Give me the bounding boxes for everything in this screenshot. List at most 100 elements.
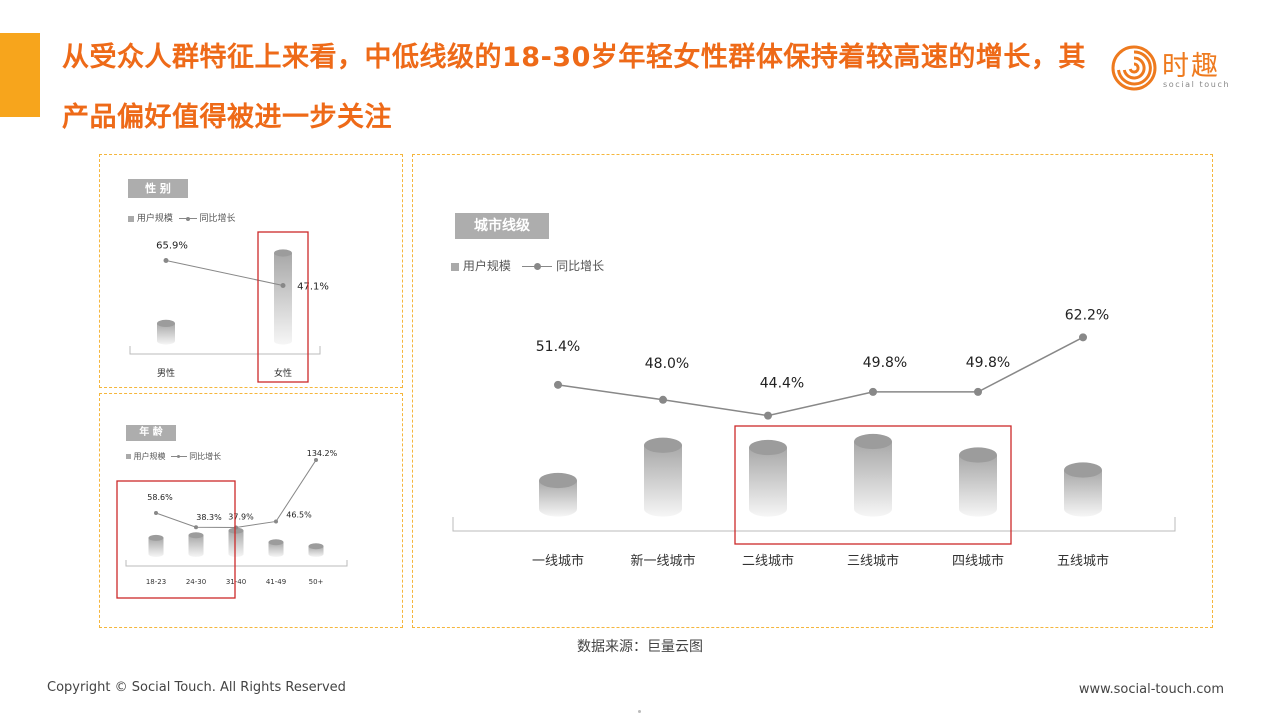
bar-cap-二线城市 xyxy=(749,439,787,456)
legend-line-label: 同比增长 xyxy=(189,452,222,461)
category-label: 五线城市 xyxy=(1057,553,1109,569)
bar-cap-31-40 xyxy=(228,527,244,534)
bar-三线城市 xyxy=(854,441,892,517)
growth-line xyxy=(557,336,1084,417)
legend-line-swatch xyxy=(170,455,187,458)
x-axis xyxy=(125,560,348,567)
bar-男性 xyxy=(157,323,175,345)
growth-point xyxy=(314,458,318,463)
growth-line xyxy=(165,259,284,287)
legend-bar-swatch xyxy=(126,454,131,459)
gender-legend: 用户规模 同比增长 xyxy=(128,211,236,224)
gender-chart: 男性 女性 65.9% 47.1% xyxy=(129,231,329,383)
website-link[interactable]: www.social-touch.com xyxy=(1078,682,1224,697)
bar-cap-24-30 xyxy=(188,532,204,539)
age-badge: 年 龄 xyxy=(126,425,176,441)
bar-一线城市 xyxy=(539,480,577,517)
bar-cap-50+ xyxy=(308,543,324,550)
growth-value-label: 49.8% xyxy=(863,355,907,371)
city-legend: 用户规模 同比增长 xyxy=(451,257,604,274)
category-label: 41-49 xyxy=(266,578,286,586)
category-label: 一线城市 xyxy=(532,553,584,569)
bar-cap-一线城市 xyxy=(539,472,577,489)
growth-point xyxy=(154,510,158,515)
growth-point xyxy=(764,411,772,420)
growth-point xyxy=(194,525,198,530)
growth-point xyxy=(1079,333,1087,342)
bar-cap-新一线城市 xyxy=(644,437,682,453)
growth-point xyxy=(659,395,667,404)
city-panel: 城市线级 用户规模 同比增长 一线城市 新一线城市 二线城市 三线城市 四线城市 五线城市… xyxy=(412,154,1213,628)
bar-五线城市 xyxy=(1064,470,1102,517)
bar-新一线城市 xyxy=(644,445,682,517)
growth-point xyxy=(280,283,286,289)
city-badge: 城市线级 xyxy=(455,213,549,239)
page-dot xyxy=(638,710,641,713)
logo-spiral-icon xyxy=(1111,45,1157,91)
growth-value-label: 47.1% xyxy=(297,282,329,293)
gender-badge: 性 别 xyxy=(128,179,188,198)
growth-point xyxy=(163,257,169,263)
category-label: 二线城市 xyxy=(742,553,794,569)
legend-line-swatch xyxy=(522,263,553,270)
legend-bar-label: 用户规模 xyxy=(133,452,166,461)
growth-point xyxy=(554,380,562,389)
category-label: 三线城市 xyxy=(847,553,899,569)
bar-24-30 xyxy=(188,535,204,557)
accent-bar xyxy=(0,33,40,117)
legend-bar-swatch xyxy=(128,215,134,222)
highlight-box xyxy=(116,480,236,599)
growth-value-label: 44.4% xyxy=(760,376,804,392)
bar-四线城市 xyxy=(959,455,997,517)
growth-point xyxy=(869,387,877,396)
brand-logo: 时趣 social touch xyxy=(1110,44,1240,94)
growth-value-label: 46.5% xyxy=(286,510,312,519)
bar-二线城市 xyxy=(749,447,787,517)
category-label: 男性 xyxy=(157,367,175,379)
age-panel: 年 龄 用户规模 同比增长 18-23 24-30 31-40 41-49 50+ 58.… xyxy=(99,393,403,628)
growth-value-label: 49.8% xyxy=(966,355,1010,371)
legend-line-label: 同比增长 xyxy=(556,259,605,273)
legend-line-label: 同比增长 xyxy=(199,214,236,224)
x-axis xyxy=(452,517,1176,532)
logo-tagline: social touch xyxy=(1163,80,1231,89)
growth-point xyxy=(274,519,278,524)
category-label: 四线城市 xyxy=(952,553,1004,569)
growth-value-label: 37.9% xyxy=(228,512,254,521)
category-label: 新一线城市 xyxy=(630,553,695,569)
city-chart: 一线城市 新一线城市 二线城市 三线城市 四线城市 五线城市 51.4% 48.0% 44.4%… xyxy=(452,307,1176,569)
bar-18-23 xyxy=(148,537,164,557)
bar-cap-三线城市 xyxy=(854,433,892,450)
logo-name: 时趣 xyxy=(1162,51,1220,82)
copyright: Copyright © Social Touch. All Rights Res… xyxy=(47,680,346,695)
growth-value-label: 38.3% xyxy=(196,513,222,522)
growth-value-label: 48.0% xyxy=(645,356,689,372)
category-label: 31-40 xyxy=(226,578,246,586)
bar-cap-四线城市 xyxy=(959,447,997,463)
bar-41-49 xyxy=(268,542,284,557)
age-legend: 用户规模 同比增长 xyxy=(126,451,221,462)
category-label: 18-23 xyxy=(146,578,166,586)
category-label: 50+ xyxy=(309,578,324,586)
growth-value-label: 65.9% xyxy=(156,240,188,251)
legend-bar-label: 用户规模 xyxy=(462,259,511,273)
bar-女性 xyxy=(274,253,292,345)
legend-line-swatch xyxy=(178,216,197,221)
bar-cap-女性 xyxy=(274,249,292,257)
age-chart: 18-23 24-30 31-40 41-49 50+ 58.6% 38.3% 37.9% 46… xyxy=(116,449,348,599)
growth-value-label: 51.4% xyxy=(536,339,580,355)
growth-value-label: 62.2% xyxy=(1065,307,1109,323)
category-label: 24-30 xyxy=(186,578,206,586)
x-axis xyxy=(129,346,321,355)
highlight-box xyxy=(734,425,1012,545)
bar-cap-18-23 xyxy=(148,534,164,541)
data-source: 数据来源：巨量云图 xyxy=(577,639,703,655)
growth-value-label: 134.2% xyxy=(307,449,338,458)
highlight-box xyxy=(257,231,309,383)
legend-bar-swatch xyxy=(451,262,459,271)
bar-cap-男性 xyxy=(157,319,175,327)
category-label: 女性 xyxy=(274,367,292,379)
gender-panel: 性 别 用户规模 同比增长 男性 女性 65.9% 47.1% xyxy=(99,154,403,388)
growth-value-label: 58.6% xyxy=(147,493,173,502)
legend-bar-label: 用户规模 xyxy=(136,214,173,224)
